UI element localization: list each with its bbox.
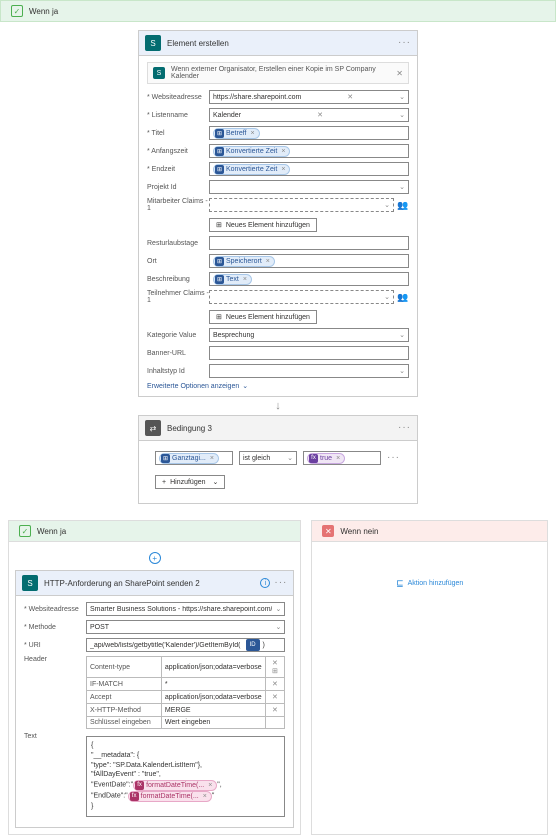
end-input[interactable]: ⊞Konvertierte Zeit× [209,162,409,176]
sharepoint-icon: S [153,67,165,79]
condition-left[interactable]: ⊞Ganztagi...× [155,451,233,465]
banner-input[interactable] [209,346,409,360]
sharepoint-icon: S [22,575,38,591]
titel-input[interactable]: ⊞Betreff× [209,126,409,140]
mitarbeiter-input[interactable]: ⌄ [209,198,394,212]
website-input[interactable]: https://share.sharepoint.com✕⌄ [209,90,409,104]
http-uri-input[interactable]: _api/web/lists/getbytitle('Kalender')/Ge… [86,638,285,652]
add-step-icon[interactable]: + [149,552,161,564]
if-yes-header: ✓ Wenn ja [9,521,300,542]
http-body-input[interactable]: { "__metadata": { "type": "SP.Data.Kalen… [86,736,285,817]
if-yes-header-top: ✓ Wenn ja [0,0,556,22]
create-item-card: S Element erstellen ··· S Wenn externer … [138,30,418,397]
http-method-input[interactable]: POST⌄ [86,620,285,634]
add-action-icon: ⊑ [396,578,404,589]
kategorie-input[interactable]: Besprechung⌄ [209,328,409,342]
more-icon[interactable]: ··· [387,453,400,463]
chevron-down-icon: ⌄ [399,367,405,375]
add-element-button[interactable]: ⊞Neues Element hinzufügen [209,218,317,232]
create-item-header[interactable]: S Element erstellen ··· [139,31,417,56]
besch-input[interactable]: ⊞Text× [209,272,409,286]
http-header[interactable]: S HTTP-Anforderung an SharePoint senden … [16,571,293,596]
id-token: ID [246,639,260,651]
if-yes-label: Wenn ja [29,7,58,16]
chevron-down-icon: ⌄ [275,623,281,631]
advanced-options-link[interactable]: Erweiterte Optionen anzeigen⌄ [147,382,409,390]
resturlaub-input[interactable] [209,236,409,250]
add-condition-button[interactable]: +Hinzufügen⌄ [155,475,225,489]
if-no-column: ✕ Wenn nein ⊑ Aktion hinzufügen [311,520,548,835]
chevron-down-icon: ⌄ [242,382,248,390]
condition-icon: ⇄ [145,420,161,436]
chevron-down-icon: ⌄ [384,293,390,301]
http-website-input[interactable]: Smarter Business Solutions - https://sha… [86,602,285,616]
list-input[interactable]: Kalender✕⌄ [209,108,409,122]
inhalt-input[interactable]: ⌄ [209,364,409,378]
chevron-down-icon: ⌄ [384,201,390,209]
check-icon: ✓ [11,5,23,17]
chevron-down-icon: ⌄ [399,183,405,191]
close-icon[interactable]: ✕ [396,69,403,78]
http-card: S HTTP-Anforderung an SharePoint senden … [15,570,294,828]
if-no-header: ✕ Wenn nein [312,521,547,542]
x-icon: ✕ [322,525,334,537]
headers-table[interactable]: Content-typeapplication/json;odata=verbo… [86,656,285,729]
chevron-down-icon: ⌄ [399,331,405,339]
chevron-down-icon: ⌄ [399,93,405,101]
start-input[interactable]: ⊞Konvertierte Zeit× [209,144,409,158]
teilnehmer-input[interactable]: ⌄ [209,290,394,304]
condition-right[interactable]: fxtrue× [303,451,381,465]
info-notice: S Wenn externer Organisator, Erstellen e… [147,62,409,84]
add-action-link[interactable]: ⊑ Aktion hinzufügen [318,548,541,619]
condition-card: ⇄ Bedingung 3 ··· ⊞Ganztagi...× ist glei… [138,415,418,504]
condition-header[interactable]: ⇄ Bedingung 3 ··· [139,416,417,441]
info-icon[interactable]: i [260,578,270,588]
more-icon[interactable]: ··· [274,578,287,588]
people-icon[interactable]: 👥 [397,199,409,211]
if-yes-column: ✓ Wenn ja + S HTTP-Anforderung an ShareP… [8,520,301,835]
sharepoint-icon: S [145,35,161,51]
people-icon[interactable]: 👥 [397,291,409,303]
chevron-down-icon: ⌄ [287,454,293,462]
chevron-down-icon: ⌄ [213,478,219,486]
check-icon: ✓ [19,525,31,537]
projekt-input[interactable]: ⌄ [209,180,409,194]
condition-operator[interactable]: ist gleich⌄ [239,451,297,465]
arrow-down-icon: ↓ [0,397,556,415]
more-icon[interactable]: ··· [398,423,411,433]
more-icon[interactable]: ··· [398,38,411,48]
add-element-button[interactable]: ⊞Neues Element hinzufügen [209,310,317,324]
chevron-down-icon: ⌄ [275,605,281,613]
chevron-down-icon: ⌄ [399,111,405,119]
ort-input[interactable]: ⊞Speicherort× [209,254,409,268]
